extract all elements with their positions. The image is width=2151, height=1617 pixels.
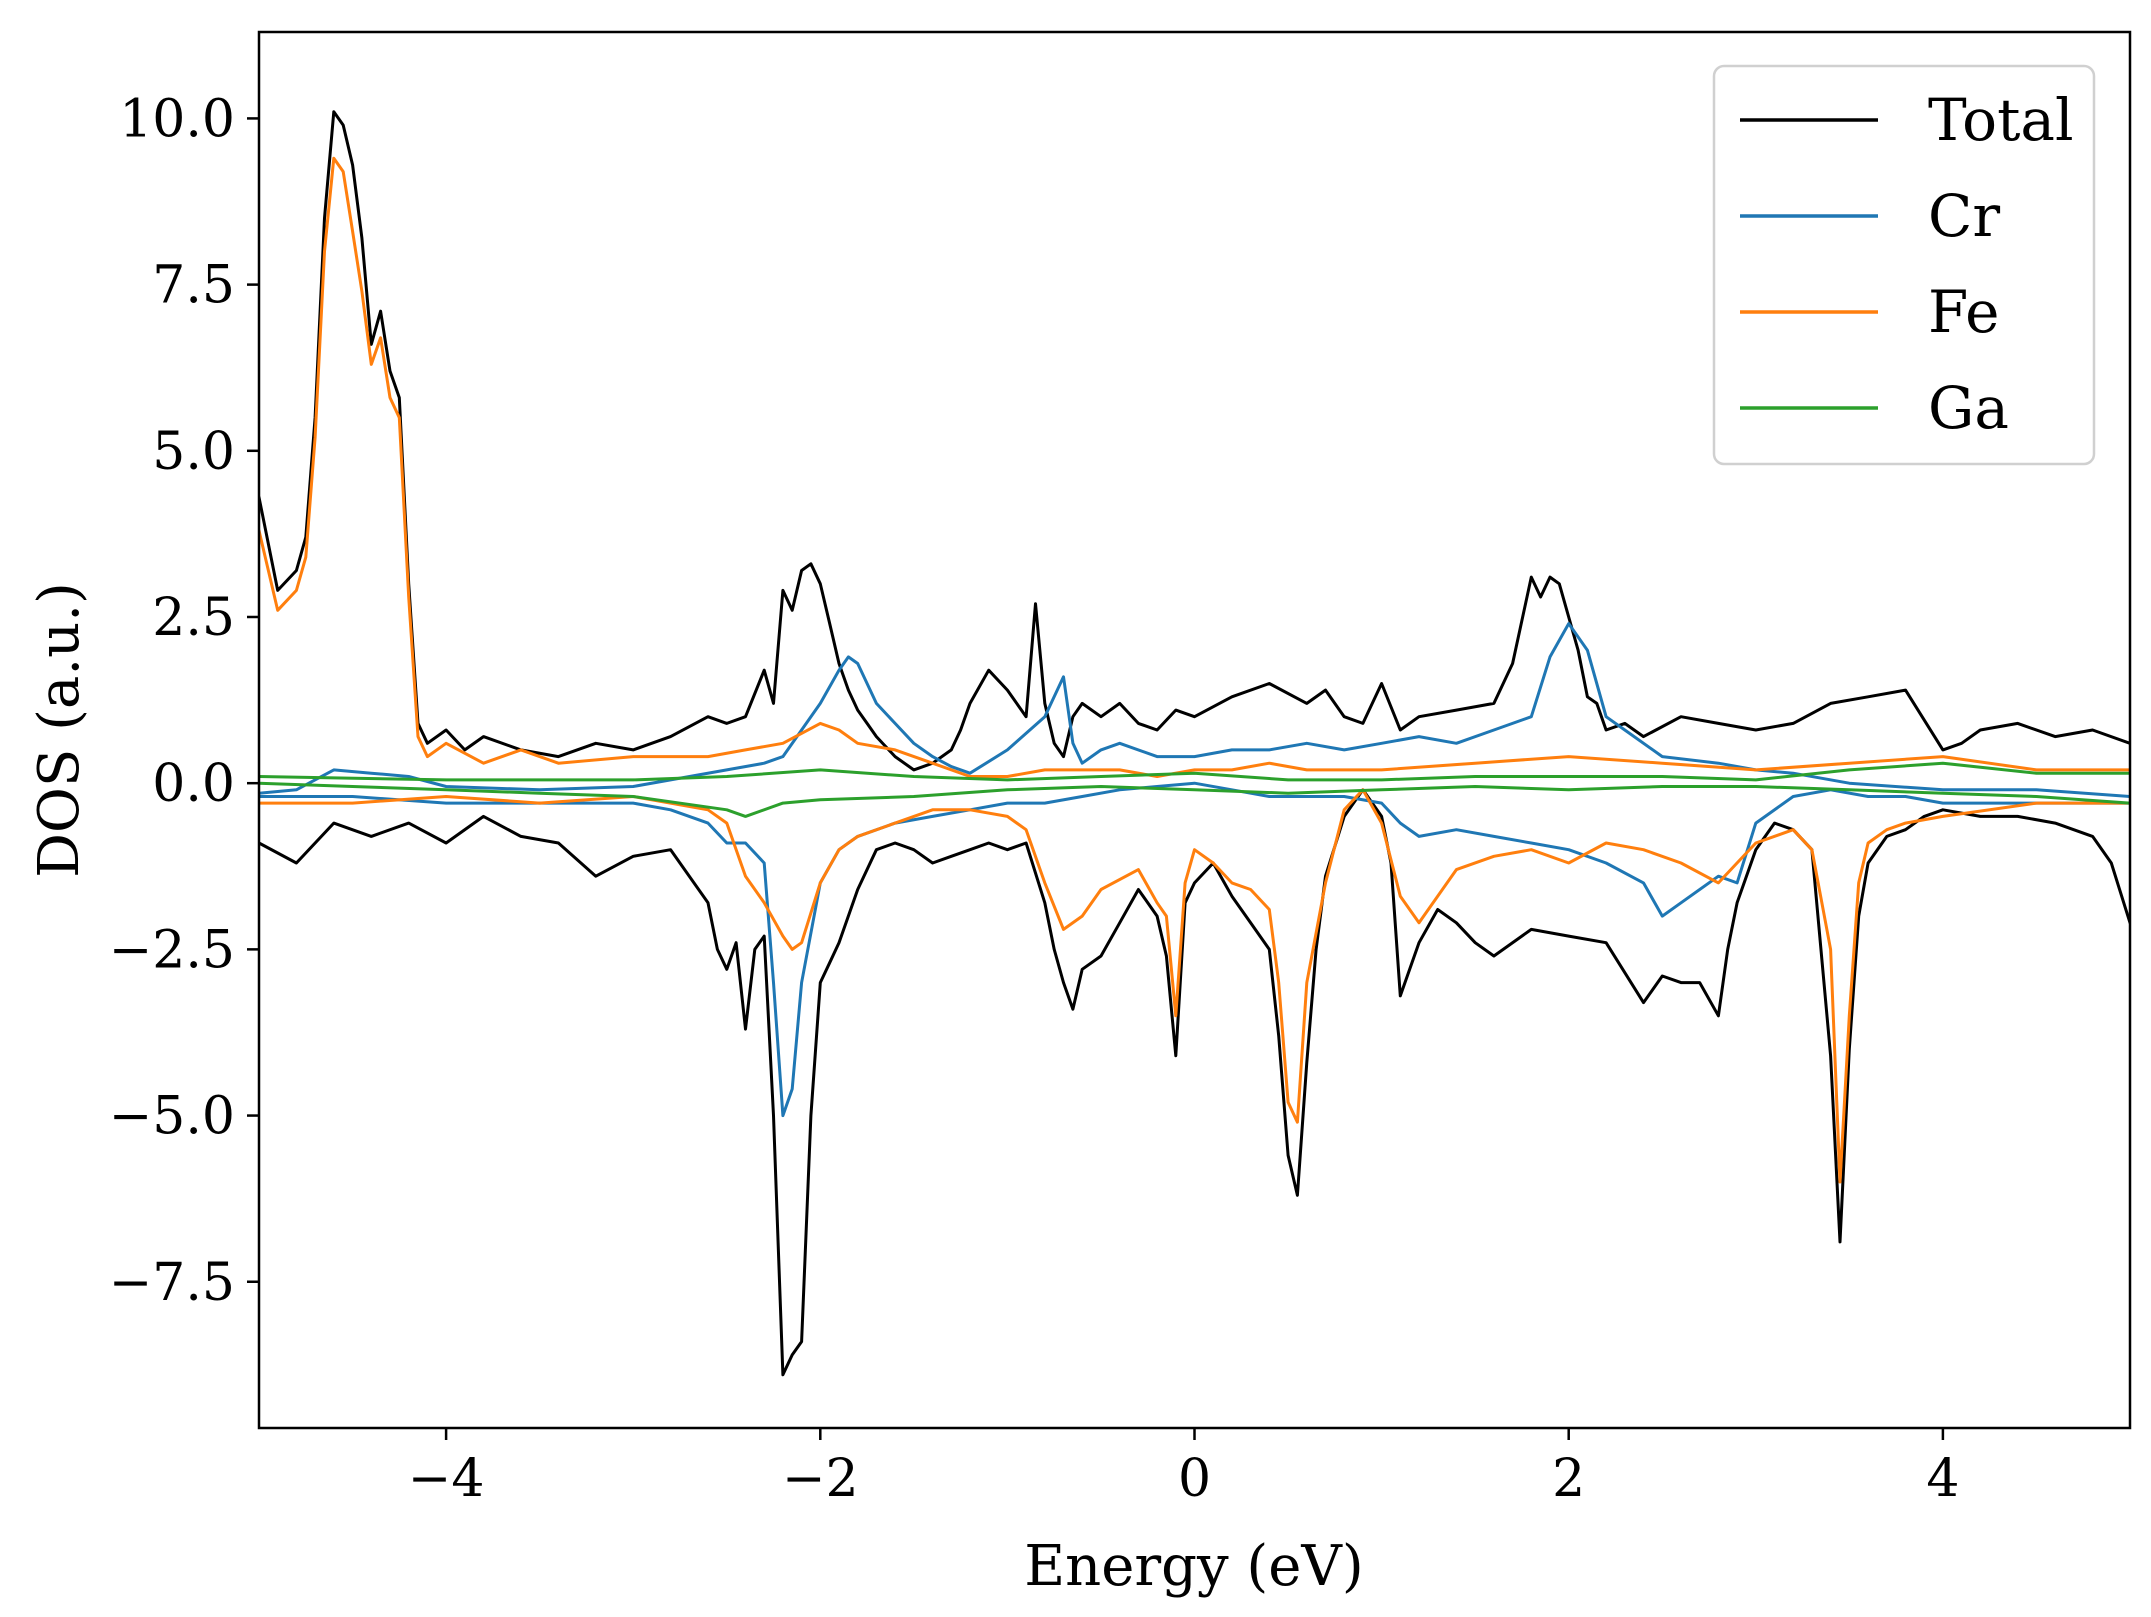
series-ga-spin-down-line [259, 781, 2130, 818]
y-tick-label: −7.5 [109, 1253, 235, 1313]
y-tick-label: −5.0 [109, 1087, 235, 1147]
legend: Total Cr Fe Ga [1712, 64, 2096, 466]
series-total-spin-down-line [259, 788, 2130, 1377]
x-axis-label: Energy (eV) [1024, 1534, 1363, 1599]
series-ga-spin-up-line [259, 761, 2130, 782]
y-tick-label: 7.5 [152, 256, 235, 316]
x-tick-label: 4 [1926, 1449, 1959, 1509]
legend-label-cr: Cr [1928, 182, 2000, 250]
legend-box [1712, 64, 2096, 466]
y-tick-label: 0.0 [152, 754, 235, 814]
y-axis-label: DOS (a.u.) [27, 582, 92, 878]
x-tick-label: −2 [782, 1449, 859, 1509]
series-cr-spin-down-line [259, 781, 2130, 1118]
series-fe-spin-up-line [259, 156, 2130, 778]
x-tick-label: 2 [1552, 1449, 1585, 1509]
y-tick-label: 2.5 [152, 588, 235, 648]
y-tick-label: −2.5 [109, 920, 235, 980]
y-tick-label: 5.0 [152, 422, 235, 482]
x-axis: −4 −2 0 2 4 [408, 1428, 1959, 1509]
series-layer [259, 110, 2130, 1377]
series-total-spin-up-line [259, 110, 2130, 772]
legend-label-total: Total [1928, 86, 2074, 154]
legend-label-fe: Fe [1928, 278, 1999, 346]
series-cr-spin-up-line [259, 622, 2130, 798]
x-tick-label: 0 [1178, 1449, 1211, 1509]
x-tick-label: −4 [408, 1449, 485, 1509]
y-axis: −7.5 −5.0 −2.5 0.0 2.5 5.0 7.5 10.0 [109, 89, 259, 1313]
y-tick-label: 10.0 [119, 89, 235, 149]
series-fe-spin-down-line [259, 788, 2130, 1184]
legend-label-ga: Ga [1928, 374, 2009, 442]
